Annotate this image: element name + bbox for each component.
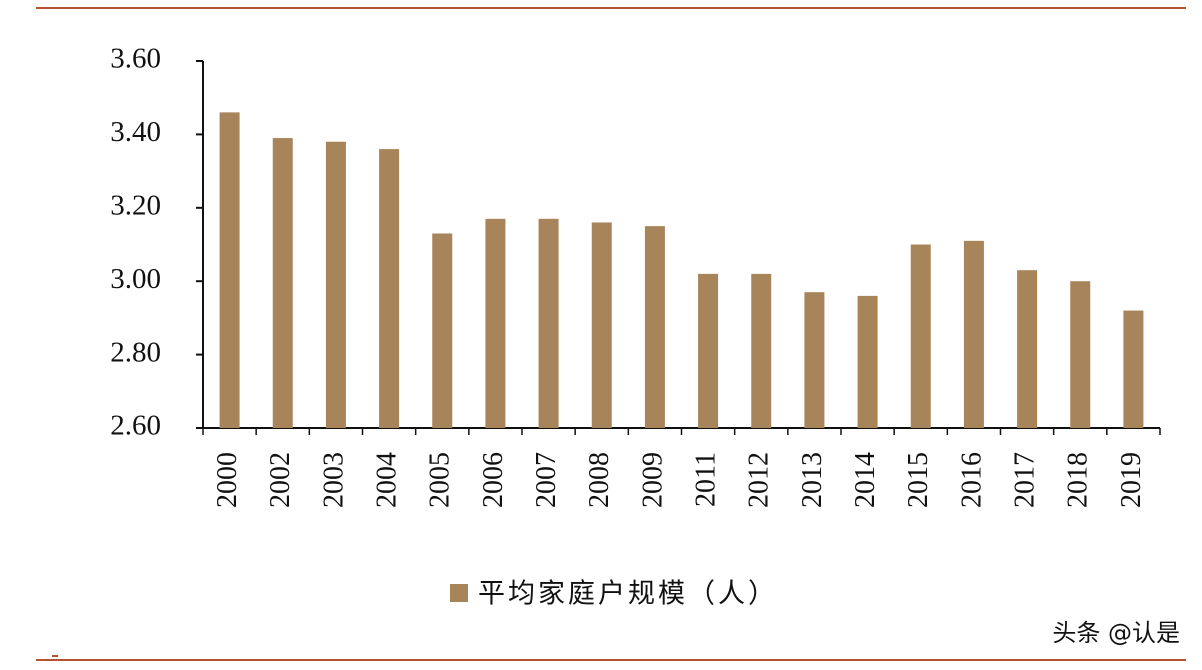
x-tick-label: 2014 bbox=[850, 452, 881, 508]
x-tick-label: 2007 bbox=[531, 452, 562, 508]
x-tick-label: 2009 bbox=[637, 452, 668, 508]
bar bbox=[1017, 270, 1038, 428]
bar bbox=[591, 222, 612, 428]
x-tick-label: 2005 bbox=[425, 452, 456, 508]
x-tick-label: 2011 bbox=[691, 452, 722, 507]
bar bbox=[1123, 310, 1144, 428]
x-tick-label: 2008 bbox=[584, 452, 615, 508]
y-tick-label: 2.60 bbox=[110, 410, 161, 442]
bar bbox=[1070, 281, 1091, 428]
legend-label: 平均家庭户规模（人） bbox=[478, 579, 778, 610]
x-tick-label: 2018 bbox=[1063, 452, 1094, 508]
bar bbox=[379, 149, 400, 428]
x-tick-label: 2013 bbox=[797, 452, 828, 508]
bar bbox=[910, 244, 931, 428]
bar bbox=[963, 240, 984, 428]
bar bbox=[538, 218, 559, 428]
bar bbox=[698, 273, 719, 428]
bar bbox=[857, 295, 878, 428]
x-tick-label: 2015 bbox=[903, 452, 934, 508]
x-tick-label: 2012 bbox=[744, 452, 775, 508]
y-tick-label: 2.80 bbox=[110, 336, 161, 368]
bar bbox=[751, 273, 772, 428]
bar bbox=[272, 138, 293, 428]
x-tick-label: 2006 bbox=[478, 452, 509, 508]
bar bbox=[325, 141, 346, 429]
x-tick-label: 2019 bbox=[1116, 452, 1147, 508]
bar bbox=[219, 112, 240, 428]
y-tick-label: 3.40 bbox=[110, 116, 161, 148]
bar bbox=[644, 226, 665, 428]
x-tick-label: 2003 bbox=[318, 452, 349, 508]
bar bbox=[485, 218, 506, 428]
bar bbox=[804, 292, 825, 428]
x-tick-label: 2002 bbox=[265, 452, 296, 508]
x-tick-label: 2000 bbox=[212, 452, 243, 508]
bar bbox=[432, 233, 453, 428]
x-tick-label: 2004 bbox=[372, 452, 403, 508]
legend-swatch bbox=[450, 584, 468, 602]
y-tick-label: 3.20 bbox=[110, 189, 161, 221]
x-tick-label: 2016 bbox=[956, 452, 987, 508]
watermark: 头条 @认是 bbox=[1052, 619, 1180, 647]
y-tick-label: 3.60 bbox=[110, 43, 161, 75]
y-tick-label: 3.00 bbox=[110, 263, 161, 295]
x-tick-label: 2017 bbox=[1010, 452, 1041, 508]
